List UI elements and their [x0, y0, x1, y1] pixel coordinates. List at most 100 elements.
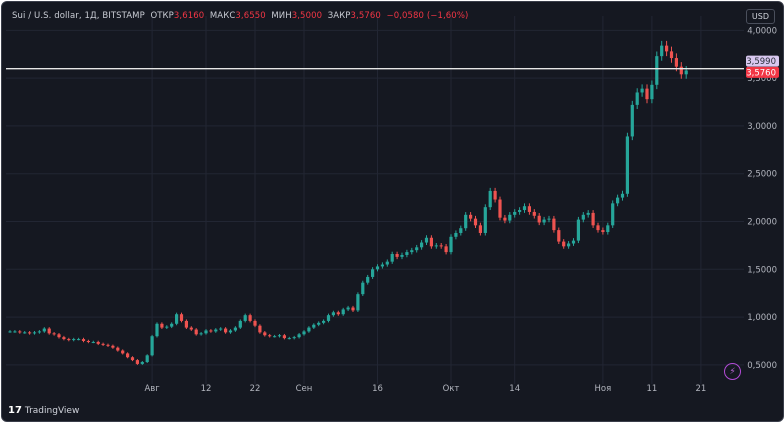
candle [307, 326, 311, 333]
candle-body [81, 339, 86, 341]
candle-body [189, 327, 193, 330]
candle [111, 344, 115, 349]
candle-body [684, 70, 688, 75]
y-tick-label: 3,0000 [747, 122, 777, 132]
candle-body [601, 230, 605, 233]
candle-body [297, 334, 301, 338]
candle-body [312, 324, 316, 328]
candle [537, 213, 541, 226]
candle [18, 330, 22, 334]
candle [96, 340, 100, 346]
y-tick-label: 0,5000 [747, 361, 777, 371]
candle-body [493, 190, 497, 200]
candle [439, 243, 443, 249]
candle [449, 234, 453, 255]
candle-body [415, 247, 419, 251]
candle [121, 349, 125, 355]
candle-body [645, 88, 649, 100]
candle-body [371, 269, 375, 277]
candle-body [469, 214, 473, 219]
candle-body [307, 327, 311, 332]
tradingview-footer[interactable]: 𝟭𝟳 TradingView [8, 405, 79, 416]
candle [292, 335, 296, 340]
last-price-tag-bg [746, 66, 779, 78]
candle-body [380, 264, 384, 267]
candle-body [135, 360, 139, 364]
candle [581, 212, 585, 223]
candle [434, 243, 438, 249]
y-tick-label: 2,5000 [747, 170, 777, 180]
candle [576, 216, 580, 244]
candle [669, 46, 674, 63]
candle-body [395, 254, 399, 257]
candle-body [635, 92, 639, 105]
candle [263, 331, 267, 337]
candle-body [527, 206, 531, 212]
candle [606, 222, 610, 235]
candle-body [37, 331, 41, 333]
candle [282, 333, 286, 340]
candle [650, 80, 654, 104]
candle [356, 292, 360, 313]
currency-button[interactable]: USD [745, 9, 775, 24]
candle-body [537, 215, 541, 223]
candle-body [52, 333, 56, 335]
candle [101, 342, 105, 347]
candle-body [571, 240, 576, 244]
candle-body [606, 225, 610, 233]
candle [336, 310, 340, 316]
candle [297, 332, 301, 339]
candle-body [498, 199, 502, 218]
last-price-tag-text: 3,5760 [746, 68, 776, 78]
candle-body [268, 335, 272, 337]
candle [567, 241, 571, 249]
candle-body [77, 339, 81, 341]
candle-body [253, 320, 257, 326]
candle [126, 352, 130, 359]
candle [375, 264, 380, 272]
candle [679, 62, 683, 79]
candle-body [214, 329, 218, 332]
candle-body [116, 347, 120, 351]
candle [233, 326, 237, 332]
candle-body [375, 266, 380, 270]
candle-body [640, 88, 644, 93]
candle [346, 305, 350, 312]
candle-body [581, 214, 585, 220]
candle [62, 335, 66, 341]
candle-body [8, 331, 12, 333]
candle [415, 244, 419, 253]
candle [322, 319, 326, 325]
candle-body [513, 211, 517, 215]
candle [57, 332, 61, 339]
candle-body [219, 328, 223, 330]
candle [459, 225, 463, 236]
candle [194, 328, 198, 336]
x-tick-label: 14 [509, 384, 520, 394]
candle-body [366, 276, 370, 283]
candle-body [410, 250, 414, 253]
candle [518, 207, 522, 215]
candle-body [28, 332, 32, 334]
candle [32, 331, 37, 335]
close-label: ЗАКР [327, 11, 351, 21]
line-price-tag-bg [746, 55, 779, 67]
candle [591, 210, 595, 228]
y-tick-label: 4,0000 [747, 26, 777, 36]
candle [498, 196, 502, 221]
candle-body [243, 315, 247, 321]
candle [13, 330, 17, 333]
x-tick-label: 22 [250, 384, 261, 394]
candle [228, 329, 233, 334]
high-label: МАКС [209, 11, 236, 21]
candle-body [331, 312, 335, 316]
symbol-header: Sui / U.S. dollar, 1Д, BITSTAMP ОТКР3,61… [12, 11, 468, 21]
brand-label: TradingView [24, 405, 80, 416]
candle [601, 227, 605, 235]
candle-body [552, 218, 556, 231]
bolt-icon[interactable]: ⚡ [724, 363, 741, 380]
candle [130, 356, 135, 362]
candle [380, 262, 384, 269]
candle [81, 337, 86, 343]
